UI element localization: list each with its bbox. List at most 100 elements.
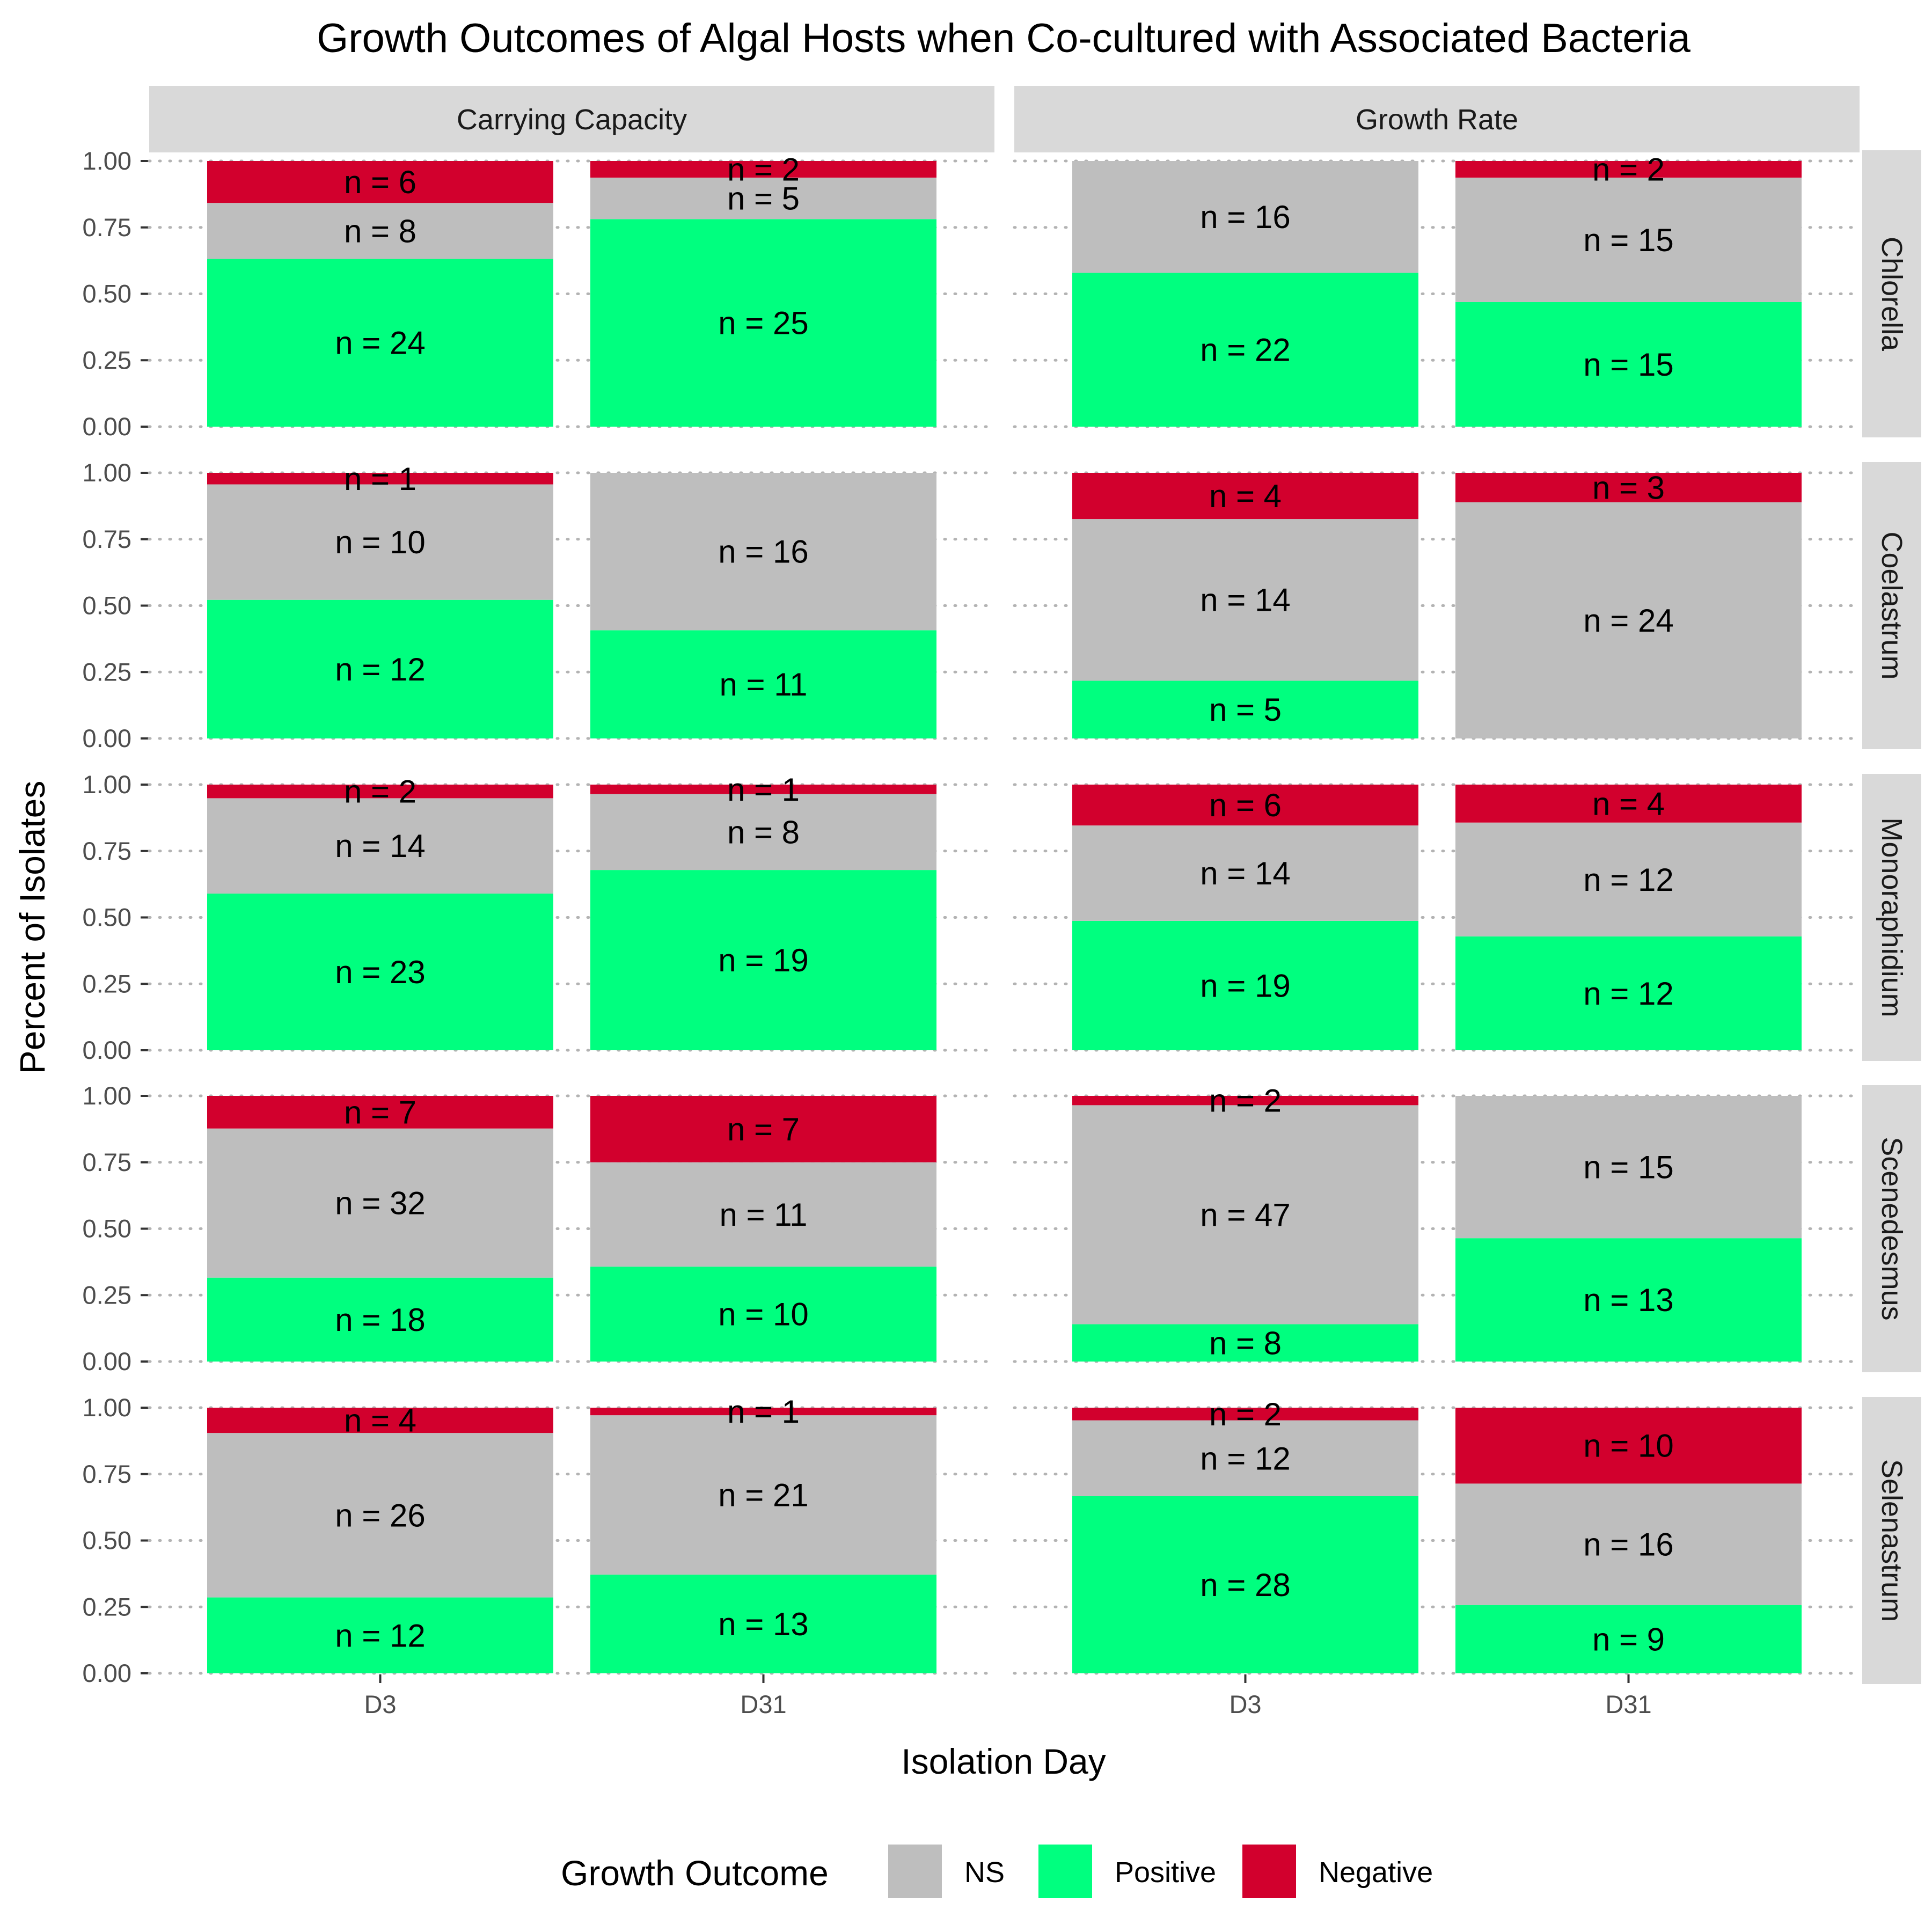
bar-segment-negative (1455, 161, 1802, 178)
bar-segment-positive (590, 870, 936, 1050)
bar-count-label: n = 21 (718, 1477, 809, 1513)
y-tick-label: 0.50 (83, 591, 131, 620)
panel-growth-rate-monoraphidium: n = 19 n = 14 n = 6 n = 12 n = 12 n = 4 (1013, 783, 1861, 1052)
y-tick-label: 1.00 (83, 147, 131, 175)
panel-carrying-capacity-chlorella: n = 24 n = 8 n = 6 n = 25 n = 5n = 2 (148, 151, 996, 428)
legend: Growth Outcome NS Positive Negative (561, 1845, 1433, 1898)
column-strip-bg (1014, 86, 1860, 152)
panel-carrying-capacity-coelastrum: n = 12 n = 10 n = 1 n = 11 n = 16 (148, 461, 996, 740)
x-axis-title: Isolation Day (901, 1741, 1106, 1781)
bar-d3: n = 8 n = 47 n = 2 (1072, 1083, 1418, 1362)
bar-count-label: n = 24 (1583, 603, 1674, 639)
legend-swatch (1038, 1845, 1092, 1898)
row-strip-scenedesmus: Scenedesmus (1862, 1085, 1921, 1372)
bar-d31: n = 9 n = 16 n = 10 (1455, 1408, 1802, 1673)
y-tick-label: 0.50 (83, 280, 131, 308)
y-tick-label: 1.00 (83, 458, 131, 487)
bar-count-label: n = 7 (344, 1094, 416, 1130)
legend-item-positive: Positive (1038, 1845, 1216, 1898)
bar-count-label: n = 16 (718, 534, 809, 570)
bar-d3: n = 5 n = 14 n = 4 (1072, 473, 1418, 738)
y-tick-label: 0.50 (83, 903, 131, 932)
y-tick-label: 0.50 (83, 1214, 131, 1243)
bar-d31: n = 25 n = 5n = 2 (590, 151, 936, 427)
bar-segment-negative (1455, 785, 1802, 823)
bar-count-label: n = 32 (335, 1185, 426, 1221)
row-strip-monoraphidium: Monoraphidium (1862, 774, 1921, 1061)
legend-item-negative: Negative (1242, 1845, 1433, 1898)
x-tick-label: D3 (1229, 1690, 1261, 1718)
row-strip-bg (1862, 462, 1921, 749)
bar-segment-positive (1072, 920, 1418, 1050)
bar-count-label: n = 14 (1200, 582, 1291, 618)
bar-count-label: n = 5 (727, 181, 800, 217)
row-strip-bg (1862, 1397, 1921, 1684)
bar-count-label: n = 13 (1583, 1282, 1674, 1318)
row-strip-bg (1862, 150, 1921, 437)
bar-segment-ns (207, 484, 553, 600)
bar-segment-ns (207, 1128, 553, 1278)
legend-label: Positive (1115, 1856, 1216, 1889)
bar-segment-positive (1455, 1238, 1802, 1362)
bar-d31: n = 19 n = 8 n = 1 (590, 772, 936, 1050)
row-strip-label: Selenastrum (1876, 1459, 1908, 1622)
bar-segment-positive (1072, 680, 1418, 738)
panel-growth-rate-chlorella: n = 22 n = 16 n = 15 n = 15 n = 2 (1013, 151, 1861, 428)
bar-segment-negative (1072, 473, 1418, 519)
y-tick-label: 0.25 (83, 969, 131, 998)
bar-count-label: n = 15 (1583, 222, 1674, 258)
row-strip-coelastrum: Coelastrum (1862, 462, 1921, 749)
bar-segment-positive (207, 259, 553, 427)
bar-d31: n = 11 n = 16 (590, 473, 936, 738)
bar-segment-negative (590, 1408, 936, 1416)
panel-carrying-capacity-monoraphidium: n = 23 n = 14 n = 2 n = 19 n = 8 n = 1 (148, 772, 996, 1052)
bar-d3: n = 12 n = 26 n = 4 (207, 1403, 553, 1673)
bar-segment-positive (1455, 936, 1802, 1050)
bar-count-label: n = 2 (1592, 151, 1665, 187)
bar-segment-ns (590, 794, 936, 870)
bar-count-label: n = 12 (1583, 976, 1674, 1012)
bar-segment-negative (590, 785, 936, 794)
bar-count-label: n = 10 (718, 1297, 809, 1333)
bar-segment-negative (207, 785, 553, 799)
y-tick-label: 0.75 (83, 1148, 131, 1176)
bar-segment-ns (1072, 161, 1418, 273)
bar-count-label: n = 2 (1209, 1083, 1282, 1119)
bar-segment-ns (590, 1415, 936, 1575)
bar-count-label: n = 19 (1200, 968, 1291, 1004)
bar-count-label: n = 15 (1583, 1150, 1674, 1185)
y-tick-label: 0.00 (83, 724, 131, 752)
legend-items: NS Positive Negative (888, 1845, 1433, 1898)
bar-segment-positive (590, 1267, 936, 1362)
y-tick-label: 0.00 (83, 412, 131, 441)
bar-d31: n = 12 n = 12 n = 4 (1455, 785, 1802, 1050)
bar-count-label: n = 3 (1592, 470, 1665, 506)
bar-count-label: n = 8 (727, 814, 800, 850)
bar-count-label: n = 6 (344, 164, 416, 200)
bar-segment-positive (207, 894, 553, 1050)
panels-layer: Carrying Capacity Growth Rate Chlorella 0.0… (83, 86, 1921, 1718)
bar-segment-positive (590, 219, 936, 427)
bar-count-label: n = 15 (1583, 347, 1674, 383)
bar-segment-ns (207, 203, 553, 259)
bar-count-label: n = 12 (335, 1618, 426, 1653)
y-tick-label: 0.25 (83, 657, 131, 686)
panel-growth-rate-scenedesmus: n = 8 n = 47 n = 2 n = 13 n = 15 (1013, 1083, 1861, 1363)
bar-count-label: n = 13 (718, 1606, 809, 1642)
bar-count-label: n = 23 (335, 954, 426, 990)
bar-d3: n = 18 n = 32 n = 7 (207, 1094, 553, 1362)
bar-segment-negative (207, 1096, 553, 1129)
bar-count-label: n = 14 (335, 828, 426, 864)
bar-count-label: n = 26 (335, 1497, 426, 1533)
bar-count-label: n = 12 (335, 652, 426, 687)
column-strip-growth-rate: Growth Rate (1014, 86, 1860, 152)
bar-count-label: n = 4 (1209, 478, 1282, 514)
y-axis-title: Percent of Isolates (12, 781, 52, 1074)
y-tick-label: 1.00 (83, 770, 131, 799)
bar-d31: n = 24 n = 3 (1455, 470, 1802, 738)
bar-count-label: n = 11 (719, 667, 807, 702)
bar-segment-negative (1455, 473, 1802, 502)
bar-count-label: n = 12 (1583, 862, 1674, 898)
bar-count-label: n = 2 (1209, 1396, 1282, 1432)
column-strip-bg (149, 86, 994, 152)
